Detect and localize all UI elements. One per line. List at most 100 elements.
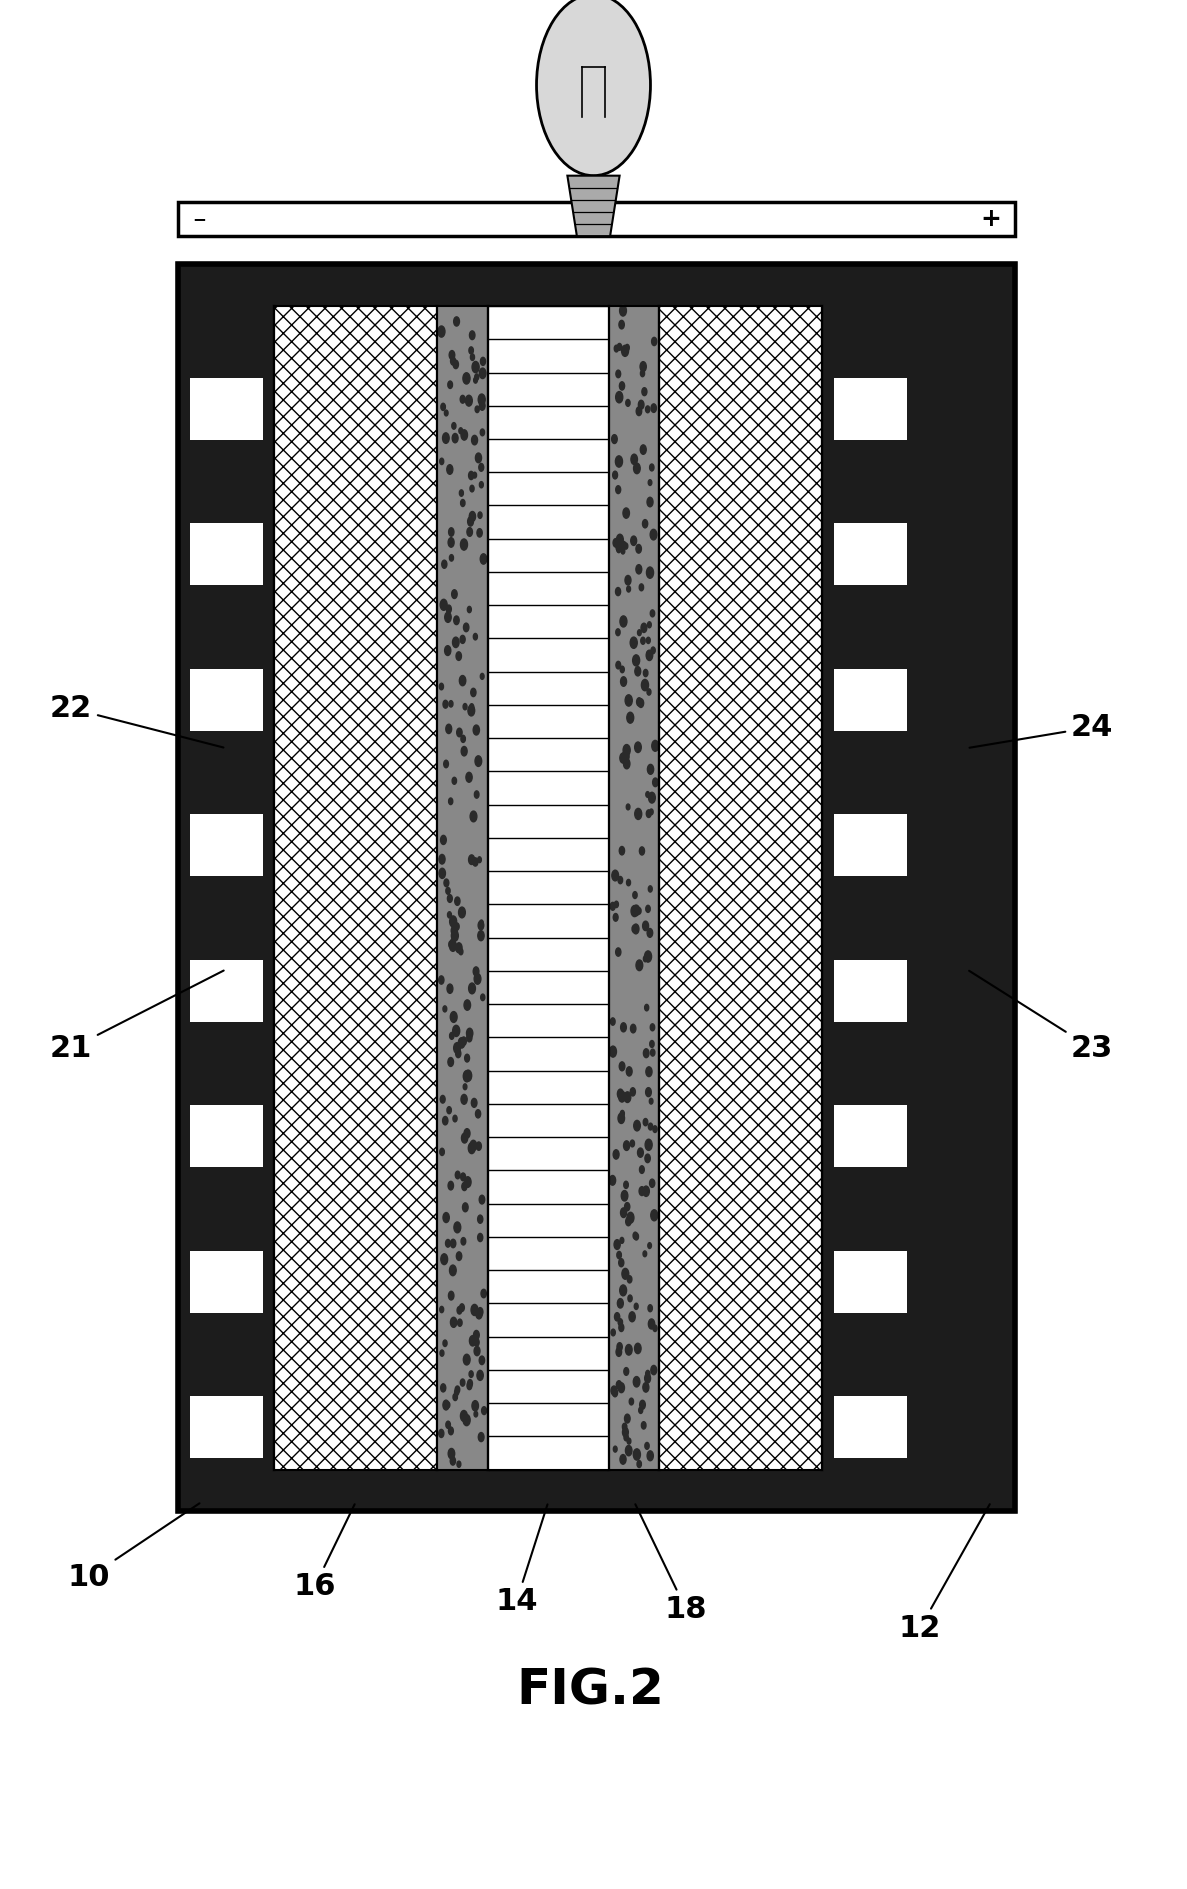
Circle shape xyxy=(618,1383,624,1392)
Circle shape xyxy=(645,1139,652,1150)
Circle shape xyxy=(481,553,487,565)
Circle shape xyxy=(464,999,470,1011)
Circle shape xyxy=(650,1048,655,1056)
Circle shape xyxy=(611,1330,615,1336)
Circle shape xyxy=(650,610,655,618)
Circle shape xyxy=(612,538,618,548)
Circle shape xyxy=(474,1347,480,1356)
Circle shape xyxy=(469,1371,474,1377)
Circle shape xyxy=(615,455,622,467)
Circle shape xyxy=(642,922,648,931)
Circle shape xyxy=(623,744,630,756)
Circle shape xyxy=(622,346,629,357)
Circle shape xyxy=(633,1232,637,1239)
Circle shape xyxy=(630,1088,635,1096)
Circle shape xyxy=(453,616,459,625)
Circle shape xyxy=(481,357,485,365)
Circle shape xyxy=(457,1307,462,1315)
Circle shape xyxy=(648,1305,653,1311)
Circle shape xyxy=(476,1309,482,1319)
Circle shape xyxy=(472,472,476,478)
Circle shape xyxy=(449,527,453,536)
Bar xyxy=(488,306,609,1470)
Text: 24: 24 xyxy=(970,712,1113,748)
Circle shape xyxy=(616,542,622,552)
Circle shape xyxy=(471,688,476,697)
Circle shape xyxy=(447,912,451,918)
Circle shape xyxy=(621,548,624,553)
Circle shape xyxy=(475,1339,480,1347)
Circle shape xyxy=(449,701,453,706)
Circle shape xyxy=(621,1111,624,1116)
Circle shape xyxy=(477,1307,483,1317)
Circle shape xyxy=(468,606,471,612)
Circle shape xyxy=(443,1213,450,1222)
Circle shape xyxy=(614,1239,621,1249)
Circle shape xyxy=(469,1143,475,1154)
Circle shape xyxy=(451,357,456,365)
Bar xyxy=(834,523,907,586)
Bar xyxy=(834,378,907,440)
Circle shape xyxy=(478,512,482,518)
Circle shape xyxy=(616,391,623,402)
Circle shape xyxy=(461,1411,468,1421)
Circle shape xyxy=(445,1239,450,1247)
Circle shape xyxy=(639,699,643,708)
Circle shape xyxy=(443,433,449,444)
Circle shape xyxy=(643,956,647,962)
Circle shape xyxy=(621,1190,628,1201)
Circle shape xyxy=(623,1141,629,1150)
Circle shape xyxy=(481,672,484,680)
Circle shape xyxy=(626,344,629,351)
Circle shape xyxy=(626,695,633,706)
Bar xyxy=(834,1251,907,1313)
Circle shape xyxy=(620,1237,624,1243)
Circle shape xyxy=(614,1150,620,1160)
Circle shape xyxy=(478,395,485,404)
Circle shape xyxy=(469,512,476,521)
Circle shape xyxy=(617,1090,623,1099)
Circle shape xyxy=(446,465,453,474)
Circle shape xyxy=(447,1181,453,1190)
Circle shape xyxy=(634,1449,641,1460)
Circle shape xyxy=(439,854,445,863)
Circle shape xyxy=(627,805,630,810)
Circle shape xyxy=(626,1217,631,1226)
Circle shape xyxy=(440,1254,447,1264)
Circle shape xyxy=(614,914,618,922)
Circle shape xyxy=(440,1351,444,1356)
Circle shape xyxy=(446,1402,450,1407)
Text: 10: 10 xyxy=(68,1504,199,1592)
Circle shape xyxy=(471,1305,478,1315)
Circle shape xyxy=(471,1098,477,1107)
Text: 18: 18 xyxy=(635,1504,707,1625)
Circle shape xyxy=(624,1434,628,1441)
Circle shape xyxy=(620,382,624,389)
Text: FIG.2: FIG.2 xyxy=(516,1666,664,1715)
Circle shape xyxy=(457,1319,462,1326)
Circle shape xyxy=(480,400,485,410)
Circle shape xyxy=(646,1088,652,1098)
Bar xyxy=(274,306,438,1470)
Circle shape xyxy=(444,410,447,416)
Circle shape xyxy=(459,427,463,434)
Circle shape xyxy=(647,567,654,578)
Circle shape xyxy=(470,810,477,822)
Circle shape xyxy=(620,846,624,856)
Circle shape xyxy=(616,587,621,595)
Circle shape xyxy=(459,489,463,497)
Circle shape xyxy=(616,485,621,493)
Circle shape xyxy=(461,538,468,550)
Bar xyxy=(178,202,1015,236)
Text: 22: 22 xyxy=(50,693,223,748)
Circle shape xyxy=(450,1033,453,1039)
Circle shape xyxy=(652,338,656,346)
Circle shape xyxy=(468,518,474,527)
Circle shape xyxy=(648,480,652,485)
Circle shape xyxy=(458,907,465,918)
Bar xyxy=(190,523,262,586)
Circle shape xyxy=(463,1415,470,1426)
Circle shape xyxy=(455,1387,459,1394)
Circle shape xyxy=(639,1407,642,1413)
Circle shape xyxy=(621,1022,627,1031)
